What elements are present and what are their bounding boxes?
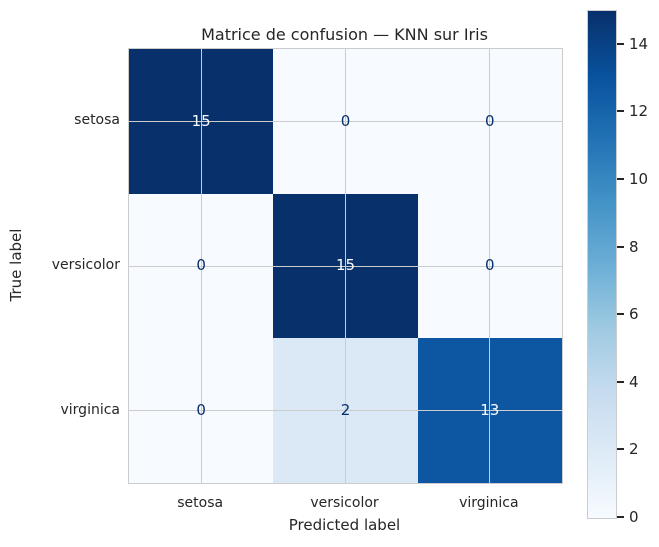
cell-value: 2 [340,401,351,420]
ytick-label-versicolor: versicolor [51,257,120,273]
colorbar-tick [617,110,624,113]
cell-value: 0 [485,256,495,275]
cell-value: 0 [196,401,206,420]
colorbar-tick-label: 0 [629,508,639,526]
colorbar-tick [617,380,624,383]
cell-value: 0 [196,256,206,275]
cell-value: 13 [480,401,500,420]
ytick-label-virginica: virginica [60,401,121,418]
gridline-horizontal [129,410,562,412]
colorbar-tick-label: 4 [629,372,639,391]
xtick-label-versicolor: versicolor [310,495,379,511]
colorbar-tick [617,448,624,451]
colorbar-tick-label: 8 [629,237,639,256]
colorbar-tick [617,178,624,180]
cell-value: 15 [191,111,211,130]
colorbar-tick-label: 10 [629,170,649,188]
cell-value: 15 [335,256,356,275]
colorbar-tick [617,42,624,45]
colorbar-tick [617,516,624,518]
gridline-horizontal [129,265,562,267]
colorbar-tick [617,313,624,316]
colorbar-tick-label: 6 [629,305,639,324]
xtick-label-setosa: setosa [177,495,224,511]
colorbar-tick-label: 12 [629,102,649,121]
x-axis-label: Predicted label [288,516,401,534]
gridline-vertical [489,49,491,483]
chart-title: Matrice de confusion — KNN sur Iris [201,25,488,44]
ytick-label-setosa: setosa [74,112,120,129]
colorbar-tick-label: 2 [629,440,639,459]
colorbar-tick-label: 14 [629,34,649,53]
heatmap-axes: 15 0 0 0 15 0 0 2 13 [128,48,563,484]
colorbar [587,10,617,519]
cell-value: 0 [485,111,495,130]
colorbar-tick [617,245,624,248]
cell-value: 0 [340,111,351,130]
xtick-label-virginica: virginica [459,495,519,511]
